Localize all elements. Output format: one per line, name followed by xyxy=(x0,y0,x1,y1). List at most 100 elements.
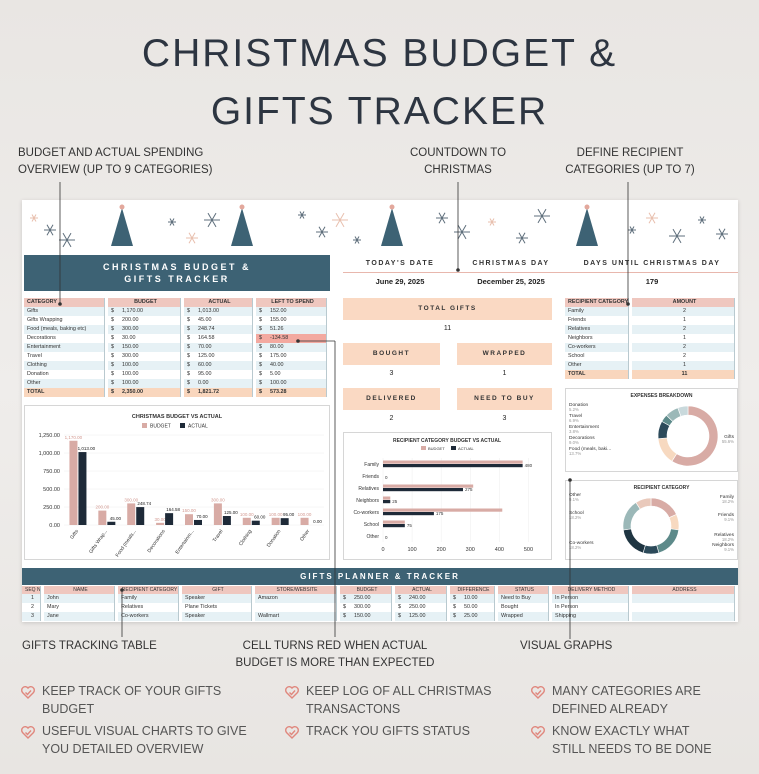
feature-text: TRANSACTONS xyxy=(306,702,401,716)
y-tick-label: Neighbors xyxy=(356,498,379,504)
value-label: 75 xyxy=(407,523,413,528)
table-cell: 1,170.00 xyxy=(122,308,143,314)
slice-label: Friends xyxy=(718,512,735,518)
table-cell: Co-workers xyxy=(118,612,179,621)
donut-slice xyxy=(622,502,641,531)
bar-chart: RECIPIENT CATEGORY BUDGET VS ACTUAL BUDGE… xyxy=(353,438,533,553)
decoration xyxy=(30,204,728,248)
bar xyxy=(383,512,434,516)
table-cell: Jane xyxy=(44,612,115,621)
stat-label: BOUGHT xyxy=(372,350,411,357)
table-cell: 150.00 xyxy=(122,344,139,350)
x-tick-label: Travel xyxy=(212,529,225,544)
value-label: 300.00 xyxy=(211,497,225,502)
snowflake xyxy=(299,211,305,219)
table-cell: 1,013.00 xyxy=(198,308,219,314)
table-cell: ACTUAL xyxy=(395,586,447,594)
table-cell: $ xyxy=(256,352,327,361)
y-tick-label: 250.00 xyxy=(43,505,60,511)
heart-icon xyxy=(21,686,35,699)
table-cell: 5.00 xyxy=(270,371,281,377)
table-cell: 1,821.72 xyxy=(198,389,219,395)
tree-star xyxy=(389,204,395,210)
table-cell: 100.00 xyxy=(122,371,139,377)
snowflake xyxy=(518,232,526,244)
snowflake xyxy=(31,214,37,222)
snowflake xyxy=(718,228,726,240)
check-icon xyxy=(25,730,32,736)
slice-label: Food (meals, baki... xyxy=(569,446,611,452)
value-label: 1,170.00 xyxy=(65,435,83,440)
stat-label: TOTAL GIFTS xyxy=(418,305,477,312)
table-cell: 50.00 xyxy=(464,604,478,610)
slice-value: 13.7% xyxy=(569,451,581,456)
x-tick-label: 500 xyxy=(524,547,533,553)
bar xyxy=(383,496,391,500)
y-tick-label: Family xyxy=(364,462,379,468)
table-cell: TOTAL xyxy=(24,388,105,397)
donut-slice xyxy=(656,528,680,554)
heart-icon xyxy=(531,726,545,739)
table-cell: Need to Buy xyxy=(498,594,549,603)
table-cell: $ xyxy=(450,603,495,612)
bar xyxy=(271,517,280,525)
legend-swatch xyxy=(180,423,185,428)
table-cell: School xyxy=(565,352,629,361)
table-cell: 248.74 xyxy=(198,326,215,332)
table-cell: DIFFERENCE xyxy=(450,586,495,594)
slice-label: Co-workers xyxy=(569,540,594,546)
slice-label: Decorations xyxy=(569,435,595,441)
snowflake xyxy=(537,208,547,224)
tree xyxy=(381,208,403,246)
tree xyxy=(576,208,598,246)
x-tick-label: Gifts Wrap... xyxy=(88,529,109,555)
x-tick-label: Decorations xyxy=(147,528,168,554)
chart-title: EXPENSES BREAKDOWN xyxy=(631,393,693,399)
bar xyxy=(383,484,474,488)
table-cell: 150.00 xyxy=(354,613,371,619)
heart-icon xyxy=(531,686,545,699)
table-cell: $ xyxy=(108,316,181,325)
x-tick-label: Gifts xyxy=(69,528,80,540)
snowflake xyxy=(354,236,360,244)
y-tick-label: Other xyxy=(366,534,379,540)
table-cell: $ xyxy=(340,612,392,621)
stat-label-bg xyxy=(457,388,552,410)
bar xyxy=(194,519,202,525)
table-cell: 100.00 xyxy=(122,380,139,386)
stat-value: 3 xyxy=(502,415,507,422)
snowflake xyxy=(629,226,635,234)
x-tick-label: Donation xyxy=(266,529,283,549)
table-cell: Shipping xyxy=(552,612,629,621)
donut-chart: EXPENSES BREAKDOWN Donation5.2%Travel6.9%… xyxy=(569,393,735,467)
legend-swatch xyxy=(421,446,426,450)
table-cell: 80.00 xyxy=(270,344,284,350)
slice-value: 18.2% xyxy=(569,515,581,520)
table-cell: 0.00 xyxy=(198,380,209,386)
table-cell: Gifts Wrapping xyxy=(24,316,105,325)
stat-value: 11 xyxy=(443,325,452,332)
tree-star xyxy=(239,204,245,210)
check-icon xyxy=(289,730,296,736)
slice-value: 5.2% xyxy=(569,407,579,412)
bar-chart: CHRISTMAS BUDGET VS ACTUAL BUDGET ACTUAL 0.… xyxy=(39,414,324,558)
table-cell: $ xyxy=(184,388,253,397)
chart-title: CHRISTMAS BUDGET VS ACTUAL xyxy=(132,414,223,420)
y-tick-label: Friends xyxy=(362,474,379,480)
snowflake xyxy=(46,224,54,236)
donut-chart: RECIPIENT CATEGORYFamily18.2%Friends9.1%… xyxy=(569,485,735,555)
bar xyxy=(156,522,165,525)
table-cell: Bought xyxy=(498,603,549,612)
table-cell: 45.00 xyxy=(198,317,212,323)
stat-label: NEED TO BUY xyxy=(474,395,535,402)
stat-label-bg xyxy=(343,298,552,320)
table-cell: 300.00 xyxy=(122,326,139,332)
callout-text: CELL TURNS RED WHEN ACTUAL xyxy=(242,640,428,652)
callout-text: OVERVIEW (UP TO 9 CATEGORIES) xyxy=(18,164,213,176)
table-cell: Friends xyxy=(565,316,629,325)
table-cell: 125.00 xyxy=(198,353,215,359)
callout-text: DEFINE RECIPIENT xyxy=(576,147,684,159)
x-tick-label: 400 xyxy=(495,547,504,553)
slice-value: 9.1% xyxy=(724,517,734,522)
stat-value: 1 xyxy=(502,370,507,377)
